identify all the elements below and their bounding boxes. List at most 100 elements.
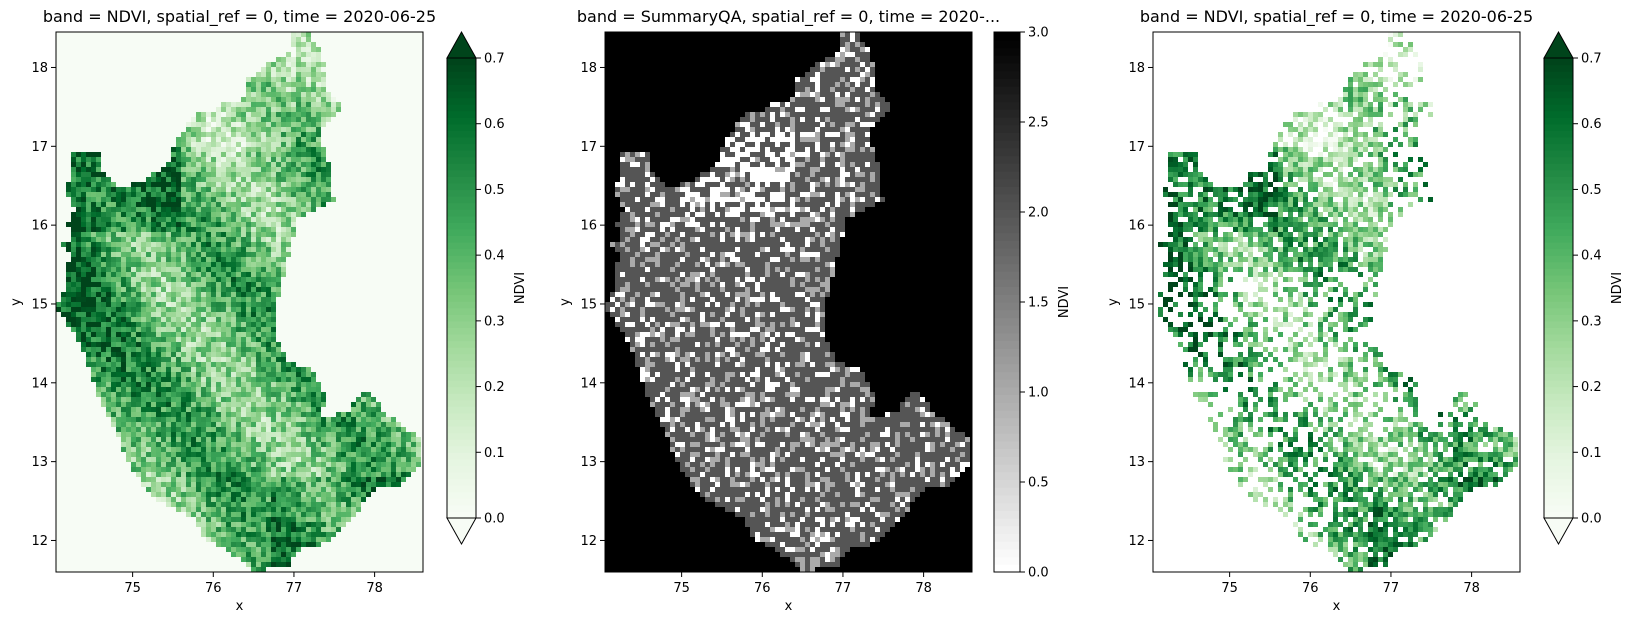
raster-cell bbox=[281, 467, 286, 472]
raster-cell bbox=[865, 47, 870, 52]
raster-cell bbox=[311, 452, 316, 457]
raster-cell bbox=[101, 247, 106, 252]
raster-cell bbox=[196, 127, 201, 132]
raster-cell bbox=[86, 202, 91, 207]
raster-cell bbox=[760, 162, 765, 167]
raster-cell bbox=[366, 397, 371, 402]
raster-cell bbox=[311, 112, 316, 117]
raster-cell bbox=[156, 177, 161, 182]
raster-cell bbox=[151, 357, 156, 362]
raster-cell bbox=[66, 187, 71, 192]
raster-cell bbox=[161, 497, 166, 502]
raster-cell bbox=[106, 367, 111, 372]
raster-cell bbox=[236, 332, 241, 337]
raster-cell bbox=[306, 107, 311, 112]
raster-cell bbox=[231, 522, 236, 527]
raster-cell bbox=[196, 327, 201, 332]
raster-cell bbox=[211, 372, 216, 377]
raster-cell bbox=[231, 262, 236, 267]
raster-cell bbox=[146, 242, 151, 247]
raster-cell bbox=[276, 132, 281, 137]
raster-cell bbox=[241, 107, 246, 112]
raster-cell bbox=[256, 77, 261, 82]
raster-cell bbox=[790, 192, 795, 197]
raster-cell bbox=[76, 207, 81, 212]
raster-cell bbox=[261, 182, 266, 187]
raster-cell bbox=[191, 462, 196, 467]
raster-cell bbox=[301, 182, 306, 187]
raster-cell bbox=[111, 207, 116, 212]
raster-cell bbox=[800, 167, 805, 172]
raster-cell bbox=[221, 312, 226, 317]
raster-cell bbox=[171, 182, 176, 187]
raster-cell bbox=[326, 187, 331, 192]
raster-cell bbox=[281, 147, 286, 152]
raster-cell bbox=[236, 402, 241, 407]
raster-cell bbox=[121, 352, 126, 357]
raster-cell bbox=[745, 182, 750, 187]
raster-cell bbox=[111, 342, 116, 347]
raster-cell bbox=[176, 397, 181, 402]
colorbar-segment bbox=[447, 465, 476, 473]
raster-cell bbox=[286, 507, 291, 512]
raster-cell bbox=[246, 532, 251, 537]
raster-cell bbox=[176, 247, 181, 252]
raster-cell bbox=[121, 447, 126, 452]
raster-cell bbox=[286, 217, 291, 222]
raster-cell bbox=[96, 212, 101, 217]
raster-cell bbox=[196, 347, 201, 352]
raster-cell bbox=[316, 62, 321, 67]
raster-cell bbox=[645, 167, 650, 172]
raster-cell bbox=[271, 162, 276, 167]
raster-cell bbox=[161, 367, 166, 372]
raster-cell bbox=[231, 347, 236, 352]
raster-cell bbox=[256, 122, 261, 127]
raster-cell bbox=[311, 117, 316, 122]
raster-cell bbox=[111, 237, 116, 242]
raster-cell bbox=[66, 282, 71, 287]
raster-cell bbox=[236, 427, 241, 432]
raster-cell bbox=[860, 52, 865, 57]
raster-cell bbox=[196, 312, 201, 317]
colorbar-tick-label: 0.2 bbox=[484, 380, 505, 395]
raster-cell bbox=[191, 467, 196, 472]
raster-cell bbox=[156, 462, 161, 467]
raster-cell bbox=[261, 102, 266, 107]
raster-cell bbox=[281, 502, 286, 507]
raster-cell bbox=[191, 417, 196, 422]
raster-cell bbox=[850, 77, 855, 82]
raster-cell bbox=[266, 457, 271, 462]
raster-cell bbox=[281, 442, 286, 447]
raster-cell bbox=[111, 247, 116, 252]
raster-cell bbox=[261, 192, 266, 197]
raster-cell bbox=[236, 552, 241, 557]
raster-cell bbox=[221, 382, 226, 387]
raster-cell bbox=[291, 502, 296, 507]
raster-cell bbox=[86, 227, 91, 232]
raster-cell bbox=[316, 532, 321, 537]
raster-cell bbox=[231, 292, 236, 297]
raster-cell bbox=[216, 217, 221, 222]
raster-cell bbox=[221, 287, 226, 292]
raster-cell bbox=[311, 457, 316, 462]
raster-cell bbox=[136, 252, 141, 257]
raster-cell bbox=[281, 157, 286, 162]
raster-cell bbox=[271, 427, 276, 432]
raster-cell bbox=[246, 217, 251, 222]
raster-cell bbox=[246, 152, 251, 157]
raster-cell bbox=[116, 337, 121, 342]
raster-cell bbox=[820, 127, 825, 132]
raster-cell bbox=[261, 477, 266, 482]
raster-cell bbox=[720, 172, 725, 177]
raster-cell bbox=[141, 327, 146, 332]
raster-cell bbox=[181, 507, 186, 512]
raster-cell bbox=[281, 522, 286, 527]
raster-cell bbox=[106, 372, 111, 377]
raster-cell bbox=[326, 162, 331, 167]
raster-cell bbox=[296, 167, 301, 172]
raster-cell bbox=[86, 222, 91, 227]
raster-cell bbox=[815, 112, 820, 117]
raster-cell bbox=[211, 142, 216, 147]
raster-cell bbox=[221, 267, 226, 272]
raster-cell bbox=[206, 242, 211, 247]
